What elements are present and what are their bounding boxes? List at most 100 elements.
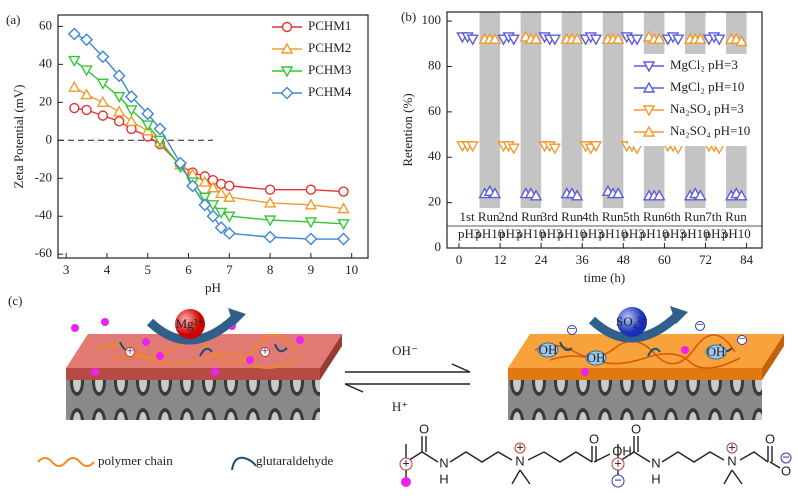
phase-label: pH10 [599, 226, 628, 241]
run-label: 4th Run [582, 209, 624, 224]
panel-label: (b) [401, 9, 416, 24]
marker [263, 196, 277, 208]
charge: − [568, 321, 575, 336]
charge-badge [726, 442, 738, 454]
legend-label: PCHM4 [308, 84, 352, 99]
x-axis-label: pH [205, 280, 221, 295]
hydroxide-label: OH [587, 350, 606, 365]
x-tick-label: 24 [535, 252, 549, 267]
phase-label: pH10 [475, 226, 504, 241]
marker [214, 187, 228, 199]
backward-label: H⁺ [392, 399, 408, 414]
charge-badge [611, 474, 625, 488]
series-line [74, 33, 344, 240]
membrane-side [320, 334, 342, 380]
marker [125, 114, 138, 127]
marker [612, 187, 625, 199]
marker [529, 32, 543, 44]
marker [642, 105, 656, 117]
marker [529, 189, 543, 201]
charge-badge [399, 457, 413, 471]
marker [186, 179, 200, 193]
marker [735, 35, 748, 47]
marker [630, 34, 644, 46]
y-tick-label: 60 [428, 103, 441, 118]
series-line [74, 107, 344, 193]
phase-label: pH10 [516, 226, 545, 241]
polymer-label: polymer chain [98, 453, 173, 468]
hydroxide-label: OH [707, 344, 726, 359]
series-line [73, 60, 344, 225]
marker [466, 34, 479, 46]
shaded-span [561, 12, 583, 208]
marker [280, 66, 294, 78]
marker [68, 55, 81, 68]
y-tick-label: 0 [46, 131, 53, 146]
atom: O [765, 431, 775, 446]
atom: H [651, 471, 660, 486]
marker [80, 88, 93, 100]
marker [264, 184, 276, 195]
phase-label: pH10 [558, 226, 587, 241]
x-tick-label: 6 [185, 262, 192, 277]
phase-label: pH3 [499, 226, 521, 241]
marker [488, 187, 502, 199]
marker [612, 32, 625, 44]
marker [337, 219, 350, 231]
y-tick-label: -60 [35, 245, 52, 260]
x-tick-label: 84 [740, 252, 754, 267]
y-tick-label: 60 [39, 17, 52, 32]
phase-label: pH3 [458, 226, 480, 241]
legend-label: PCHM3 [308, 62, 351, 77]
marker [198, 198, 212, 212]
panel-label: (a) [6, 12, 20, 27]
x-tick-label: 10 [345, 262, 358, 277]
plot-frame [57, 14, 369, 259]
atom: N [439, 455, 448, 470]
marker [548, 143, 562, 155]
x-tick-label: 5 [144, 262, 151, 277]
marker [671, 34, 685, 46]
charge-badge [780, 452, 792, 464]
legend-label: Na₂SO₄ pH=3 [670, 101, 744, 116]
marker [305, 184, 317, 195]
panel-label: (c) [8, 293, 22, 308]
membrane-side [762, 334, 784, 380]
phase-label: pH3 [663, 226, 685, 241]
charge: − [696, 317, 703, 332]
charge: + [728, 439, 736, 454]
charge-badge [514, 442, 526, 454]
marker [97, 110, 109, 121]
marker [694, 32, 707, 44]
y-axis-label: Retention (%) [400, 93, 415, 166]
marker [113, 116, 125, 127]
marker [96, 95, 110, 108]
marker [68, 80, 81, 92]
y-tick-label: 0 [435, 239, 442, 254]
x-tick-label: 8 [267, 262, 274, 277]
marker [304, 217, 318, 229]
marker [153, 122, 167, 136]
marker [280, 42, 294, 54]
polymer-symbol [37, 457, 95, 467]
y-tick-label: 80 [428, 57, 441, 72]
atom: N [651, 455, 660, 470]
rejection-arrow [146, 314, 239, 345]
run-label: 5th Run [623, 209, 665, 224]
marker [694, 189, 707, 201]
marker [263, 230, 277, 244]
marker [112, 91, 126, 104]
y-tick-label: 40 [39, 55, 52, 70]
forward-label: OH⁻ [392, 343, 418, 358]
marker [570, 189, 584, 201]
marker [206, 209, 220, 223]
arrow-head [670, 306, 688, 324]
y-tick-label: -20 [35, 169, 52, 184]
charge: + [126, 343, 133, 358]
marker [141, 107, 155, 121]
plot-frame [446, 11, 763, 249]
charge: + [614, 455, 622, 470]
x-tick-label: 3 [63, 262, 70, 277]
